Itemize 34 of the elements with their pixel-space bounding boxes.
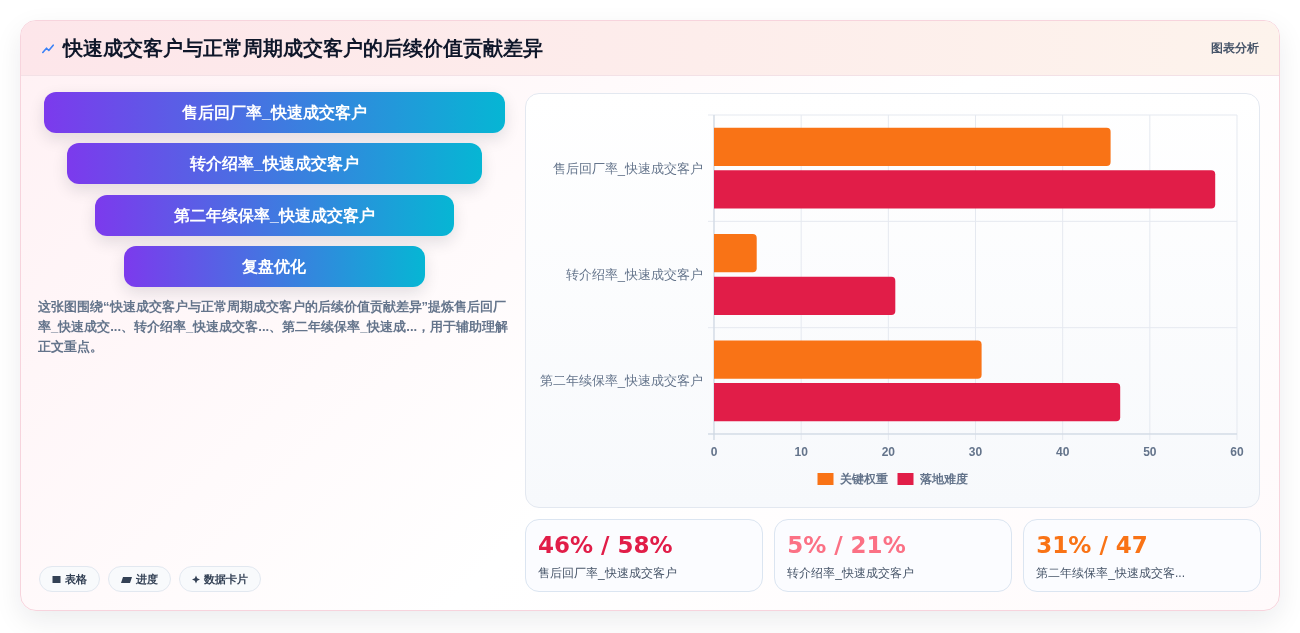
bar <box>714 170 1216 209</box>
bar <box>714 127 1111 167</box>
category-label: 第二年续保率_快速成交客户 <box>95 194 454 236</box>
text: 图表分析 <box>1211 40 1259 57</box>
text: 数据卡片 <box>204 571 248 587</box>
text: 快速成交客户与正常周期成交客户的后续价值贡献差异 <box>63 36 543 61</box>
category-label: 转介绍率_快速成交客户 <box>787 565 914 581</box>
x-tick-label: 10 <box>794 445 809 459</box>
x-tick-label: 20 <box>881 445 896 459</box>
x-tick-label: 50 <box>1143 445 1157 459</box>
category-label: 复盘优化 <box>123 245 425 287</box>
bar <box>714 276 896 315</box>
y-tick-label: 第二年续保率_快速成交客户 <box>539 373 703 389</box>
text: 表格 <box>65 571 87 587</box>
x-tick-label: 40 <box>1055 445 1070 459</box>
x-tick-label: 30 <box>968 445 983 459</box>
legend-label: 关键权重 <box>838 472 888 486</box>
category-label: 售后回厂率_快速成交客户 <box>538 565 677 581</box>
category-label: 第二年续保率_快速成交客... <box>1036 565 1186 581</box>
category-label: 转介绍率_快速成交客户 <box>67 143 482 185</box>
bar <box>714 382 1121 422</box>
text: 46% / 58% <box>538 531 673 559</box>
y-tick-label: 售后回厂率_快速成交客户 <box>552 160 703 176</box>
text: 5% / 21% <box>787 531 906 559</box>
text: 这张图围绕“快速成交客户与正常周期成交客户的后续价值贡献差异”提炼售后回厂率_快速成交...、转介绍率_快速成交客...、第二年续保率_快速成...，用于辅助理解正文重点。 <box>38 298 510 356</box>
text: 31% / 47 <box>1036 531 1148 559</box>
x-tick-label: 0 <box>710 445 718 459</box>
bar <box>714 234 757 273</box>
category-label: 售后回厂率_快速成交客户 <box>44 92 505 133</box>
x-tick-label: 60 <box>1230 445 1244 459</box>
y-tick-label: 转介绍率_快速成交客户 <box>565 267 703 282</box>
legend-label: 落地难度 <box>918 472 968 486</box>
text: 进度 <box>136 571 158 587</box>
bar <box>714 340 982 379</box>
